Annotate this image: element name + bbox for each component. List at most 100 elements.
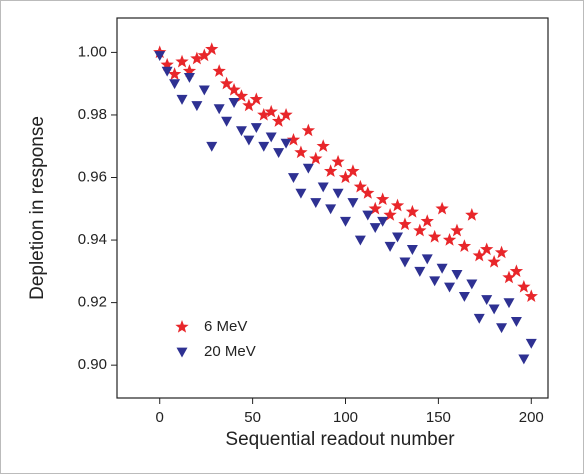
legend-marker xyxy=(175,320,189,333)
point xyxy=(294,145,308,159)
point xyxy=(287,173,299,184)
point xyxy=(160,57,174,71)
point xyxy=(258,141,270,152)
y-tick-label: 0.96 xyxy=(78,168,107,185)
point xyxy=(235,126,247,137)
point xyxy=(473,313,485,324)
point xyxy=(190,51,204,65)
point xyxy=(243,135,255,146)
point xyxy=(212,64,226,77)
y-tick-label: 0.92 xyxy=(78,294,107,311)
point xyxy=(525,338,537,349)
point xyxy=(466,279,478,290)
point xyxy=(457,239,472,252)
point xyxy=(376,192,390,206)
point xyxy=(309,151,323,165)
point xyxy=(405,204,420,218)
point xyxy=(480,242,494,256)
point xyxy=(182,64,197,77)
point xyxy=(362,210,374,221)
point xyxy=(161,66,173,77)
point xyxy=(280,138,292,149)
point xyxy=(368,201,382,215)
x-tick-label: 50 xyxy=(244,409,261,426)
point xyxy=(154,51,166,62)
point xyxy=(517,279,531,293)
point xyxy=(450,223,464,237)
point xyxy=(249,92,263,105)
point xyxy=(340,216,352,227)
point xyxy=(242,98,256,112)
point xyxy=(377,216,389,227)
point xyxy=(398,217,412,231)
point xyxy=(502,270,516,284)
point xyxy=(273,148,285,158)
point xyxy=(354,235,366,246)
point xyxy=(436,263,448,274)
point xyxy=(228,98,240,108)
point xyxy=(206,141,218,152)
point xyxy=(369,223,381,234)
point xyxy=(197,48,211,62)
point xyxy=(302,163,314,174)
point xyxy=(169,79,181,90)
point xyxy=(175,54,189,68)
point xyxy=(221,116,233,127)
point xyxy=(390,198,405,212)
point xyxy=(347,198,359,209)
legend-label: 6 MeV xyxy=(204,318,247,335)
y-tick-label: 1.00 xyxy=(78,43,107,60)
point xyxy=(524,289,538,303)
point xyxy=(286,132,301,146)
point xyxy=(167,67,182,80)
point xyxy=(494,245,509,259)
point xyxy=(399,257,411,268)
x-axis-label: Sequential readout number xyxy=(225,429,455,450)
point xyxy=(301,123,316,137)
point xyxy=(331,154,345,168)
point xyxy=(392,232,404,243)
point xyxy=(384,241,396,252)
point xyxy=(257,107,271,121)
y-tick-label: 0.94 xyxy=(78,231,107,248)
point xyxy=(227,82,241,96)
point xyxy=(428,229,442,243)
point xyxy=(420,214,434,227)
point xyxy=(250,123,262,133)
point xyxy=(361,186,375,199)
point xyxy=(421,254,433,265)
point xyxy=(219,76,234,90)
legend-marker xyxy=(176,347,188,358)
x-tick-label: 200 xyxy=(519,409,544,426)
point xyxy=(518,354,530,365)
point xyxy=(264,104,278,118)
point xyxy=(458,291,470,302)
y-axis-label: Depletion in response xyxy=(27,116,48,300)
point xyxy=(472,248,486,262)
legend-label: 20 MeV xyxy=(204,343,256,360)
point xyxy=(503,298,515,309)
point xyxy=(323,164,338,177)
x-tick-label: 150 xyxy=(426,409,451,426)
point xyxy=(435,201,449,215)
point xyxy=(183,73,195,83)
point xyxy=(442,233,457,246)
point xyxy=(413,223,427,237)
point xyxy=(332,188,344,199)
point xyxy=(176,94,188,105)
plot-frame xyxy=(116,17,549,399)
point xyxy=(317,182,329,193)
point xyxy=(444,282,456,293)
point xyxy=(509,264,524,277)
point xyxy=(279,107,293,121)
point xyxy=(325,204,337,215)
point xyxy=(383,208,397,221)
point xyxy=(496,323,508,334)
point xyxy=(414,266,426,277)
point xyxy=(429,276,441,287)
point xyxy=(406,245,418,255)
point xyxy=(234,89,249,102)
point xyxy=(265,132,277,143)
